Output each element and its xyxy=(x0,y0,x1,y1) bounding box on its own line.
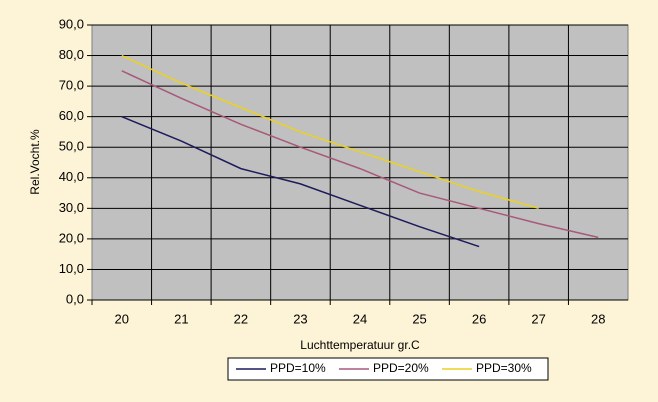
y-tick-label: 70,0 xyxy=(59,78,84,93)
series-line xyxy=(121,70,599,239)
legend-label: PPD=10% xyxy=(270,361,326,375)
x-tick-label: 22 xyxy=(234,311,248,326)
y-tick-label: 20,0 xyxy=(59,230,84,245)
x-tick-label: 23 xyxy=(293,311,307,326)
x-tick-label: 25 xyxy=(412,311,426,326)
legend-label: PPD=30% xyxy=(476,361,532,375)
series-line xyxy=(121,54,539,210)
legend xyxy=(227,357,549,381)
y-tick-label: 50,0 xyxy=(59,139,84,154)
y-axis-label: Rel.Vocht.% xyxy=(28,129,42,195)
x-tick-label: 28 xyxy=(591,311,605,326)
y-tick-label: 60,0 xyxy=(59,108,84,123)
x-tick-label: 26 xyxy=(472,311,486,326)
y-tick-label: 40,0 xyxy=(59,169,84,184)
y-tick-label: 30,0 xyxy=(59,200,84,215)
y-tick-label: 10,0 xyxy=(59,261,84,276)
plot-area xyxy=(91,24,629,301)
x-tick-label: 24 xyxy=(353,311,367,326)
x-axis-label: Luchttemperatuur gr.C xyxy=(300,338,420,352)
x-tick-label: 27 xyxy=(531,311,545,326)
legend-label: PPD=20% xyxy=(373,361,429,375)
x-tick-label: 21 xyxy=(174,311,188,326)
x-tick-label: 20 xyxy=(115,311,129,326)
y-tick-label: 90,0 xyxy=(59,16,84,31)
series-line xyxy=(121,115,480,248)
y-tick-label: 80,0 xyxy=(59,47,84,62)
y-tick-label: 0,0 xyxy=(66,291,84,306)
